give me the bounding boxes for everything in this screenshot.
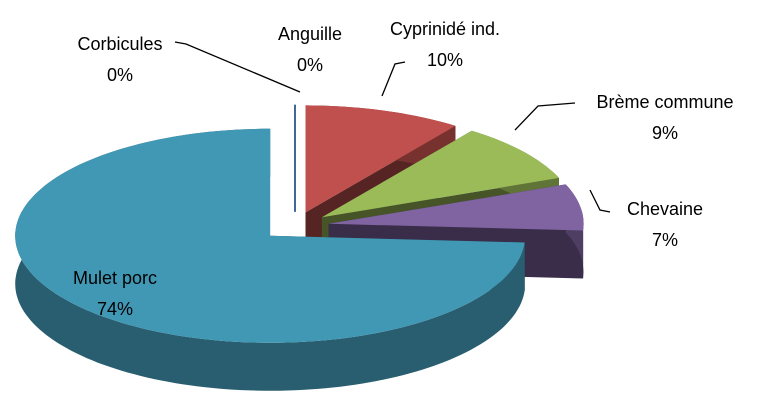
slice-label: Anguille bbox=[278, 24, 342, 44]
leader-line bbox=[381, 61, 406, 97]
slice-value-label: 0% bbox=[107, 65, 133, 85]
slice-value-label: 74% bbox=[97, 299, 133, 319]
slice-value-label: 10% bbox=[427, 50, 463, 70]
slice bbox=[328, 184, 584, 231]
slice-value-label: 7% bbox=[652, 230, 678, 250]
leader-line bbox=[514, 102, 576, 131]
slice bbox=[305, 105, 456, 213]
leader-line bbox=[589, 189, 611, 213]
slice-label: Brème commune bbox=[596, 92, 733, 112]
slice-value-label: 0% bbox=[297, 55, 323, 75]
slice-label: Corbicules bbox=[77, 34, 162, 54]
slice bbox=[321, 130, 559, 218]
slice-value-label: 9% bbox=[652, 123, 678, 143]
leader-line bbox=[174, 41, 301, 93]
slice-tops bbox=[15, 104, 584, 343]
slice-label: Chevaine bbox=[627, 199, 703, 219]
slice-label: Cyprinidé ind. bbox=[390, 19, 500, 39]
slice bbox=[15, 128, 525, 343]
slice-label: Mulet porc bbox=[73, 268, 157, 288]
